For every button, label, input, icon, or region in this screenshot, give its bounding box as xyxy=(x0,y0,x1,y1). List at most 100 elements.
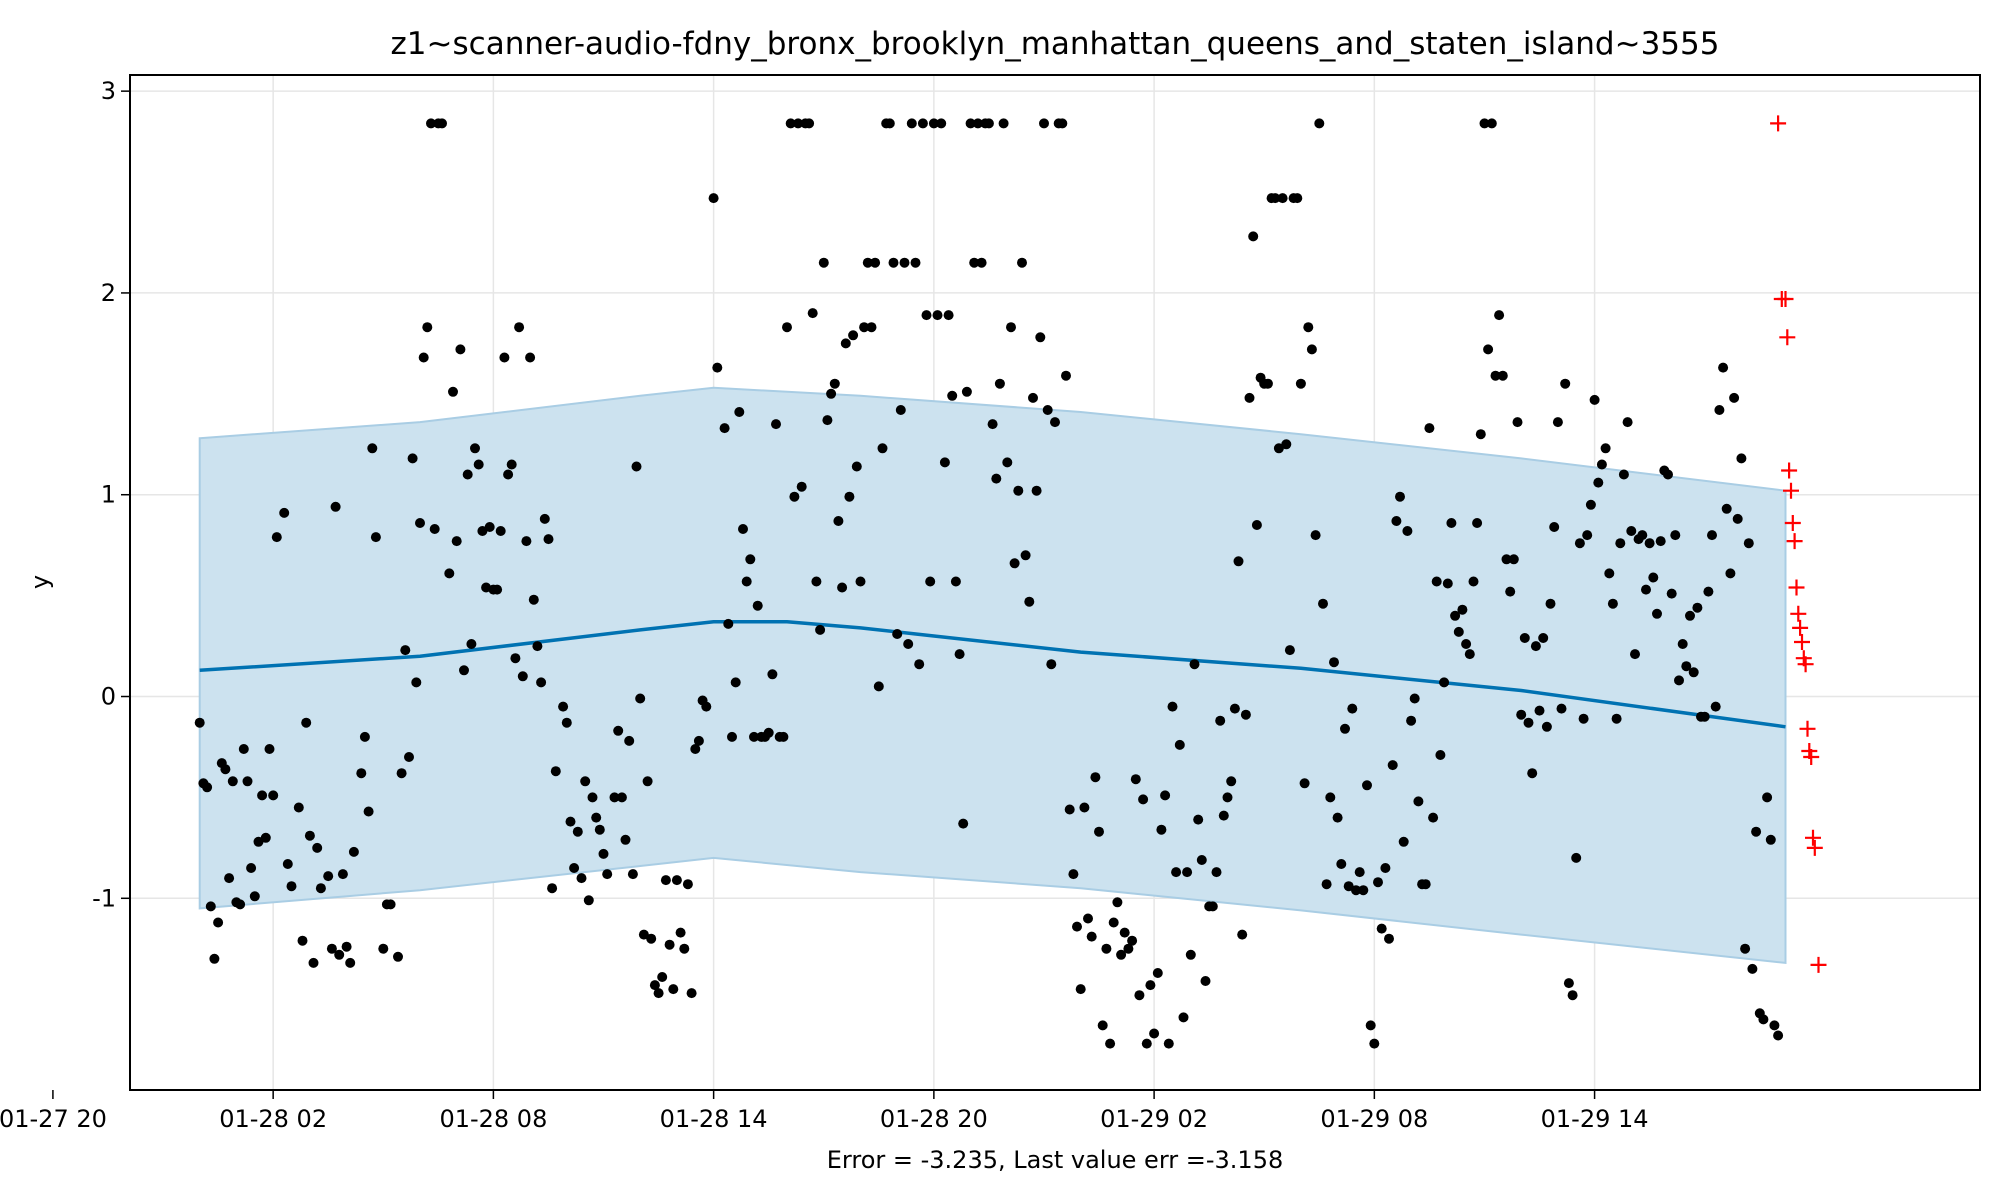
observed-points xyxy=(194,118,1784,1049)
observed-point xyxy=(1494,310,1505,321)
observed-point xyxy=(1314,118,1325,129)
observed-point xyxy=(1486,118,1497,129)
observed-point xyxy=(991,473,1002,484)
observed-point xyxy=(741,576,752,587)
observed-point xyxy=(1402,526,1413,536)
observed-point xyxy=(444,568,455,579)
observed-point xyxy=(249,891,260,902)
observed-point xyxy=(690,744,701,754)
observed-point xyxy=(1145,980,1156,991)
anomaly-marker xyxy=(1799,720,1816,737)
observed-point xyxy=(1185,949,1196,960)
observed-point xyxy=(1670,530,1681,541)
anomaly-marker xyxy=(1794,634,1810,650)
observed-point xyxy=(668,984,679,995)
observed-point xyxy=(1674,675,1684,686)
observed-point xyxy=(785,118,796,129)
observed-point xyxy=(624,735,635,746)
observed-point xyxy=(1527,768,1538,779)
observed-point xyxy=(1453,626,1464,637)
observed-point xyxy=(1020,550,1031,561)
observed-point xyxy=(745,554,756,565)
x-tick-label: 01-29 02 xyxy=(1100,1105,1208,1133)
observed-point xyxy=(1560,378,1571,389)
observed-point xyxy=(1751,826,1762,837)
anomaly-marker xyxy=(1797,656,1814,673)
observed-point xyxy=(727,731,737,742)
observed-point xyxy=(1652,608,1662,619)
observed-point xyxy=(1152,968,1163,978)
observed-point xyxy=(1094,826,1104,837)
observed-point xyxy=(268,790,279,801)
observed-point xyxy=(543,534,554,545)
observed-point xyxy=(1593,477,1604,488)
observed-point xyxy=(1002,457,1013,468)
observed-point xyxy=(708,193,719,204)
observed-point xyxy=(1354,867,1365,878)
observed-point xyxy=(627,869,638,880)
observed-point xyxy=(1108,917,1119,928)
observed-point xyxy=(437,118,447,129)
observed-point xyxy=(1472,518,1483,528)
observed-point xyxy=(495,526,506,536)
observed-point xyxy=(202,782,213,793)
observed-point xyxy=(1017,257,1027,268)
observed-point xyxy=(1725,568,1736,579)
observed-point xyxy=(884,118,895,129)
observed-point xyxy=(1556,703,1567,714)
observed-point xyxy=(620,834,631,845)
observed-point xyxy=(738,524,748,534)
observed-point xyxy=(1068,869,1079,880)
observed-point xyxy=(1233,556,1244,567)
observed-point xyxy=(1083,913,1093,924)
observed-point xyxy=(1138,794,1149,805)
observed-point xyxy=(1006,322,1016,333)
x-tick-label: 01-29 08 xyxy=(1320,1105,1428,1133)
observed-point xyxy=(1563,978,1574,989)
y-tick-label: 2 xyxy=(101,279,116,307)
observed-point xyxy=(1251,520,1262,530)
observed-point xyxy=(1406,715,1417,726)
observed-point xyxy=(1160,790,1171,801)
observed-point xyxy=(1740,943,1751,954)
observed-point xyxy=(796,481,807,492)
y-tick-label: 3 xyxy=(101,77,116,105)
observed-point xyxy=(1435,750,1446,760)
observed-point xyxy=(906,118,917,129)
observed-point xyxy=(385,899,396,910)
observed-point xyxy=(1273,443,1284,454)
observed-point xyxy=(1376,923,1387,934)
observed-point xyxy=(345,957,356,968)
observed-point xyxy=(337,869,348,880)
observed-point xyxy=(712,362,723,373)
observed-point xyxy=(587,792,598,803)
observed-point xyxy=(1193,814,1204,825)
observed-point xyxy=(455,344,466,355)
observed-point xyxy=(466,639,477,649)
observed-point xyxy=(330,501,341,512)
observed-point xyxy=(492,584,503,595)
x-tick-label: 01-29 14 xyxy=(1541,1105,1649,1133)
observed-point xyxy=(220,764,231,775)
uncertainty-band xyxy=(198,386,1787,965)
observed-point xyxy=(1743,538,1754,549)
observed-point xyxy=(921,310,932,321)
observed-point xyxy=(1325,792,1336,803)
observed-point xyxy=(1530,641,1541,652)
observed-point xyxy=(693,735,704,746)
observed-point xyxy=(1207,901,1218,912)
anomaly-marker xyxy=(1805,829,1821,846)
observed-point xyxy=(771,419,781,430)
observed-point xyxy=(451,536,462,547)
observed-point xyxy=(1200,976,1211,986)
observed-point xyxy=(411,677,422,688)
observed-point xyxy=(877,443,888,454)
observed-point xyxy=(1644,538,1655,549)
observed-point xyxy=(1347,703,1358,714)
observed-point xyxy=(348,846,359,857)
observed-point xyxy=(1303,322,1314,333)
observed-point xyxy=(1262,378,1273,389)
observed-point xyxy=(1762,792,1773,803)
observed-point xyxy=(341,941,352,952)
observed-point xyxy=(1718,362,1729,373)
